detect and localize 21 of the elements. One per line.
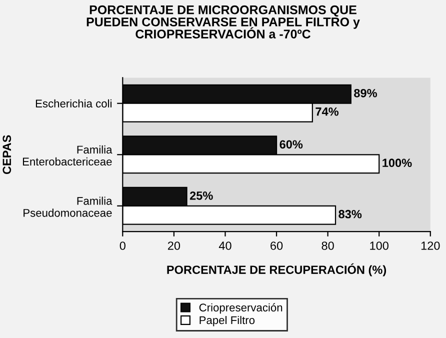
- x-tick-label: 40: [218, 242, 232, 250]
- x-tick-label: 80: [322, 242, 334, 250]
- x-tick-label: 0: [120, 242, 126, 250]
- x-tick-label: 100: [370, 242, 388, 250]
- x-tick-label: 120: [421, 242, 440, 250]
- chart-title: PORCENTAJE DE MICROORGANISMOS QUE PUEDEN CONSERVARSE EN PAPEL FILTRO y CRIOPRESERVACIÓN a -70ºC: [86, 5, 360, 38]
- y-tick-label: Familia Enterobactericeae: [22, 145, 112, 166]
- data-label: 60%: [280, 140, 303, 149]
- data-label: 25%: [190, 191, 213, 200]
- legend-label: Criopreservación: [199, 303, 282, 314]
- legend-label: Papel Filtro: [200, 316, 255, 326]
- y-tick-label: Familia Pseudomonaceae: [24, 196, 112, 217]
- x-tick-label: 20: [168, 242, 180, 250]
- y-axis-title: CEPAS: [2, 135, 12, 174]
- x-axis-title: PORCENTAJE DE RECUPERACIÓN (%): [167, 263, 386, 276]
- data-label: 74%: [316, 107, 339, 116]
- x-tick-label: 60: [270, 242, 283, 250]
- data-label: 89%: [354, 88, 377, 98]
- data-label: 83%: [338, 210, 362, 218]
- y-tick-label: Escherichia coli: [36, 99, 112, 108]
- data-label: 100%: [382, 158, 412, 168]
